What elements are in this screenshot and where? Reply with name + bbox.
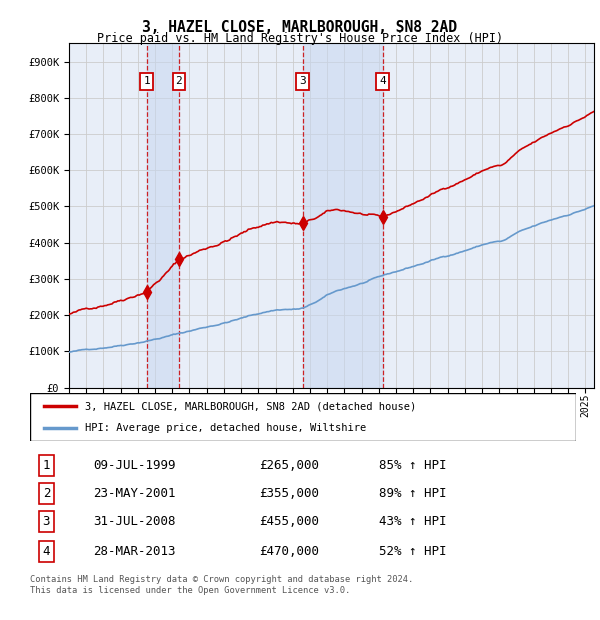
Text: 4: 4 — [380, 76, 386, 86]
Text: 4: 4 — [43, 545, 50, 558]
Text: 1: 1 — [43, 459, 50, 472]
Text: 52% ↑ HPI: 52% ↑ HPI — [379, 545, 447, 558]
Text: £470,000: £470,000 — [259, 545, 319, 558]
Text: 23-MAY-2001: 23-MAY-2001 — [93, 487, 175, 500]
Text: 3: 3 — [299, 76, 306, 86]
FancyBboxPatch shape — [30, 393, 576, 441]
Bar — [147, 43, 179, 388]
Text: HPI: Average price, detached house, Wiltshire: HPI: Average price, detached house, Wilt… — [85, 423, 366, 433]
Text: 09-JUL-1999: 09-JUL-1999 — [93, 459, 175, 472]
Text: 3, HAZEL CLOSE, MARLBOROUGH, SN8 2AD: 3, HAZEL CLOSE, MARLBOROUGH, SN8 2AD — [143, 20, 458, 35]
Bar — [303, 43, 383, 388]
Text: £455,000: £455,000 — [259, 515, 319, 528]
Text: 3: 3 — [43, 515, 50, 528]
Text: 2: 2 — [43, 487, 50, 500]
Text: Price paid vs. HM Land Registry's House Price Index (HPI): Price paid vs. HM Land Registry's House … — [97, 32, 503, 45]
Text: 89% ↑ HPI: 89% ↑ HPI — [379, 487, 447, 500]
Text: 3, HAZEL CLOSE, MARLBOROUGH, SN8 2AD (detached house): 3, HAZEL CLOSE, MARLBOROUGH, SN8 2AD (de… — [85, 401, 416, 411]
Text: 85% ↑ HPI: 85% ↑ HPI — [379, 459, 447, 472]
Text: 1: 1 — [143, 76, 150, 86]
Text: 2: 2 — [176, 76, 182, 86]
Text: Contains HM Land Registry data © Crown copyright and database right 2024.
This d: Contains HM Land Registry data © Crown c… — [30, 575, 413, 595]
Text: 31-JUL-2008: 31-JUL-2008 — [93, 515, 175, 528]
Text: 43% ↑ HPI: 43% ↑ HPI — [379, 515, 447, 528]
Text: 28-MAR-2013: 28-MAR-2013 — [93, 545, 175, 558]
Text: £355,000: £355,000 — [259, 487, 319, 500]
Text: £265,000: £265,000 — [259, 459, 319, 472]
